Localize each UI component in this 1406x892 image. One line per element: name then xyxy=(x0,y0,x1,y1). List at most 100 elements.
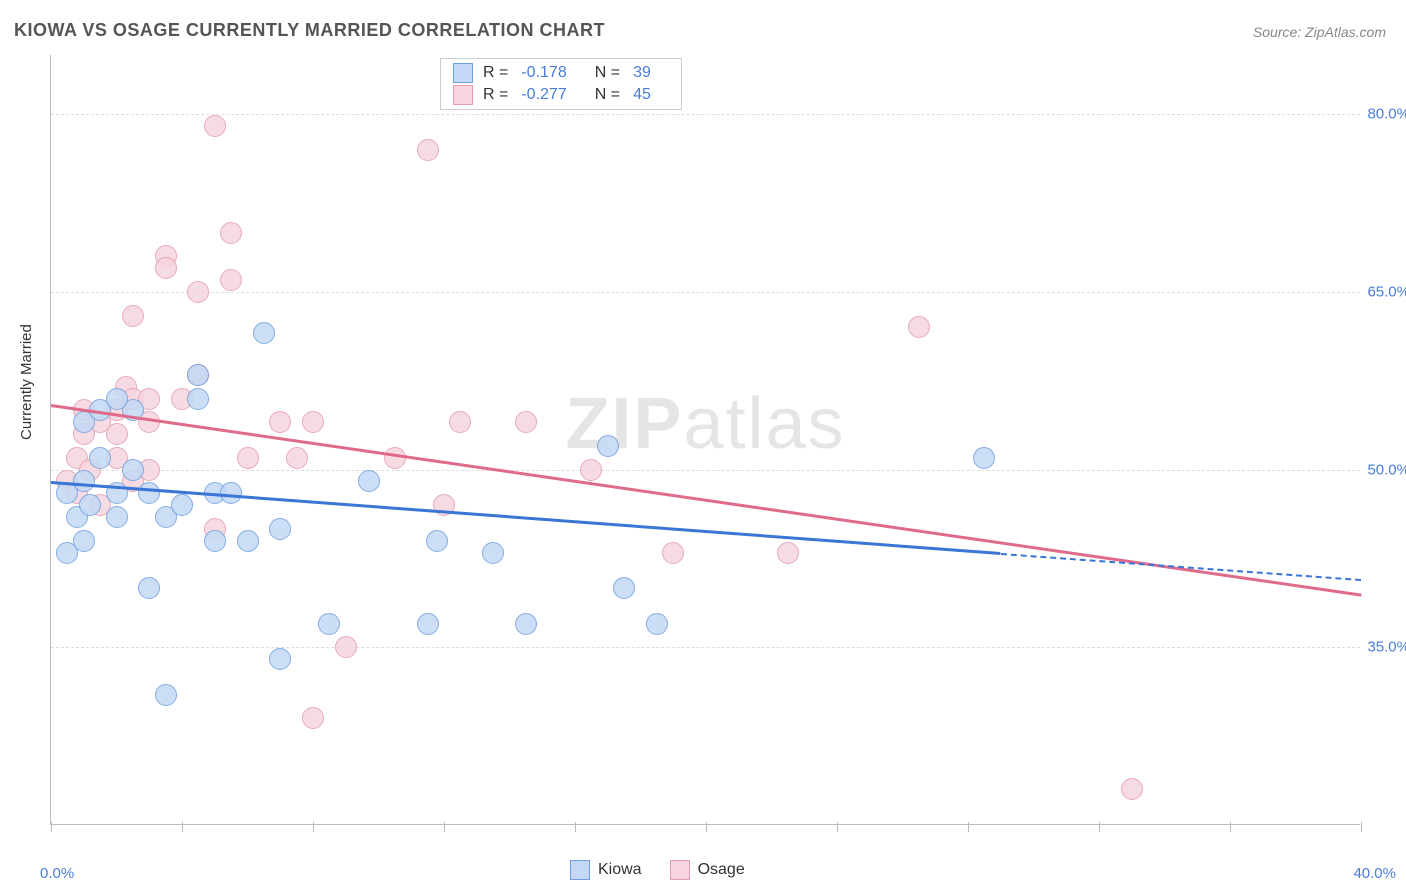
x-tick xyxy=(837,822,838,832)
x-axis-min-label: 0.0% xyxy=(40,865,74,882)
legend-swatch-osage-icon xyxy=(670,860,690,880)
source-label: Source: ZipAtlas.com xyxy=(1253,24,1386,40)
scatter-point-osage xyxy=(106,423,128,445)
x-tick xyxy=(182,822,183,832)
scatter-point-kiowa xyxy=(318,613,340,635)
scatter-point-kiowa xyxy=(515,613,537,635)
legend-swatch-kiowa xyxy=(453,63,473,83)
x-tick xyxy=(968,822,969,832)
watermark-rest: atlas xyxy=(683,384,845,464)
legend-swatch-osage xyxy=(453,85,473,105)
legend-stats-row-osage: R = -0.277 N = 45 xyxy=(453,84,669,106)
legend-label-osage: Osage xyxy=(698,861,745,879)
scatter-point-osage xyxy=(580,459,602,481)
scatter-point-osage xyxy=(417,139,439,161)
scatter-point-osage xyxy=(449,411,471,433)
scatter-point-osage xyxy=(155,257,177,279)
trend-line xyxy=(51,404,1361,596)
scatter-point-kiowa xyxy=(73,470,95,492)
y-tick-label: 35.0% xyxy=(1367,639,1406,656)
legend-n-value-osage: 45 xyxy=(633,86,651,104)
scatter-point-kiowa xyxy=(73,530,95,552)
legend-item-kiowa: Kiowa xyxy=(570,860,642,880)
scatter-point-kiowa xyxy=(237,530,259,552)
scatter-point-kiowa xyxy=(613,577,635,599)
grid-line xyxy=(51,647,1360,648)
legend-r-label-osage: R = xyxy=(483,86,508,104)
scatter-point-kiowa xyxy=(417,613,439,635)
x-axis-max-label: 40.0% xyxy=(1353,865,1396,882)
scatter-point-osage xyxy=(302,707,324,729)
x-tick xyxy=(1361,822,1362,832)
scatter-point-kiowa xyxy=(187,364,209,386)
legend-series: Kiowa Osage xyxy=(570,860,745,880)
scatter-point-osage xyxy=(122,305,144,327)
scatter-point-osage xyxy=(384,447,406,469)
watermark-bold: ZIP xyxy=(565,384,683,464)
scatter-point-kiowa xyxy=(79,494,101,516)
scatter-point-osage xyxy=(1121,778,1143,800)
scatter-point-kiowa xyxy=(204,530,226,552)
y-tick-label: 50.0% xyxy=(1367,461,1406,478)
chart-title: KIOWA VS OSAGE CURRENTLY MARRIED CORRELA… xyxy=(14,20,605,41)
legend-stats: R = -0.178 N = 39 R = -0.277 N = 45 xyxy=(440,58,682,110)
scatter-point-kiowa xyxy=(171,494,193,516)
scatter-point-osage xyxy=(515,411,537,433)
grid-line xyxy=(51,292,1360,293)
y-axis-title: Currently Married xyxy=(18,324,35,440)
scatter-point-kiowa xyxy=(155,684,177,706)
scatter-point-kiowa xyxy=(482,542,504,564)
legend-label-kiowa: Kiowa xyxy=(598,861,642,879)
scatter-point-kiowa xyxy=(253,322,275,344)
scatter-point-osage xyxy=(220,222,242,244)
scatter-point-osage xyxy=(220,269,242,291)
scatter-point-kiowa xyxy=(187,388,209,410)
scatter-point-osage xyxy=(237,447,259,469)
x-tick xyxy=(706,822,707,832)
scatter-point-kiowa xyxy=(106,388,128,410)
scatter-point-kiowa xyxy=(138,577,160,599)
y-tick-label: 65.0% xyxy=(1367,283,1406,300)
trend-line xyxy=(51,481,1001,555)
scatter-point-kiowa xyxy=(646,613,668,635)
legend-r-value-osage: -0.277 xyxy=(521,86,566,104)
grid-line xyxy=(51,470,1360,471)
legend-n-value-kiowa: 39 xyxy=(633,64,651,82)
legend-r-label-kiowa: R = xyxy=(483,64,508,82)
legend-swatch-kiowa-icon xyxy=(570,860,590,880)
scatter-point-kiowa xyxy=(358,470,380,492)
scatter-point-kiowa xyxy=(426,530,448,552)
scatter-point-osage xyxy=(187,281,209,303)
legend-stats-row-kiowa: R = -0.178 N = 39 xyxy=(453,62,669,84)
scatter-point-osage xyxy=(286,447,308,469)
scatter-point-osage xyxy=(204,115,226,137)
scatter-point-kiowa xyxy=(269,648,291,670)
scatter-point-osage xyxy=(269,411,291,433)
legend-r-value-kiowa: -0.178 xyxy=(521,64,566,82)
scatter-point-osage xyxy=(908,316,930,338)
x-tick xyxy=(1099,822,1100,832)
scatter-point-osage xyxy=(777,542,799,564)
legend-item-osage: Osage xyxy=(670,860,745,880)
scatter-point-osage xyxy=(662,542,684,564)
scatter-point-kiowa xyxy=(106,506,128,528)
scatter-point-kiowa xyxy=(89,447,111,469)
grid-line xyxy=(51,114,1360,115)
x-tick xyxy=(575,822,576,832)
scatter-point-kiowa xyxy=(973,447,995,469)
y-tick-label: 80.0% xyxy=(1367,106,1406,123)
trend-line xyxy=(1001,553,1361,581)
chart-container: KIOWA VS OSAGE CURRENTLY MARRIED CORRELA… xyxy=(0,0,1406,892)
legend-n-label-kiowa: N = xyxy=(595,64,620,82)
x-tick xyxy=(444,822,445,832)
legend-n-label-osage: N = xyxy=(595,86,620,104)
x-tick xyxy=(313,822,314,832)
scatter-point-osage xyxy=(302,411,324,433)
x-tick xyxy=(1230,822,1231,832)
scatter-point-kiowa xyxy=(138,482,160,504)
x-tick xyxy=(51,822,52,832)
scatter-point-kiowa xyxy=(597,435,619,457)
scatter-point-kiowa xyxy=(269,518,291,540)
scatter-point-osage xyxy=(335,636,357,658)
plot-area: ZIPatlas 80.0%65.0%50.0%35.0% xyxy=(50,55,1360,825)
